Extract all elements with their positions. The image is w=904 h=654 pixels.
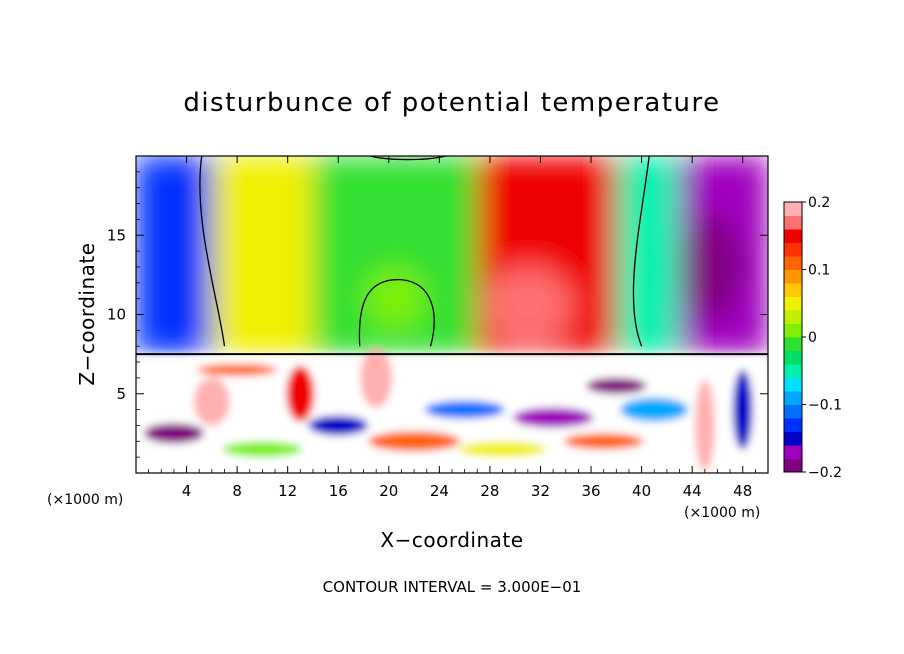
x-unit-right: (×1000 m) (684, 505, 760, 521)
plot-area (136, 156, 768, 473)
colorbar-swatch-3 (784, 418, 802, 432)
x-tick-label-10: 44 (683, 482, 702, 500)
field-band-4 (616, 156, 680, 355)
colorbar-swatch-19 (784, 202, 802, 216)
lower-streak-12 (694, 379, 715, 472)
lower-streak-13 (732, 369, 753, 450)
colorbar-swatch-16 (784, 242, 802, 257)
x-tick-label-8: 36 (581, 482, 600, 500)
lower-streak-11 (620, 397, 689, 422)
lower-streak-9 (513, 407, 594, 428)
colorbar-ticks: 0.2 0.1 0 −0.1 −0.2 (802, 195, 842, 481)
colorbar-swatch-6 (784, 377, 802, 392)
field-band-1 (211, 156, 313, 355)
contour-lines (136, 156, 768, 356)
colorbar-swatch-0 (784, 458, 802, 473)
colorbar-swatch-2 (784, 431, 802, 446)
colorbar-tick-label-2: 0 (808, 330, 817, 346)
colorbar-swatch-4 (784, 404, 802, 419)
lower-streak-8 (458, 441, 547, 458)
field-upper-region (136, 156, 768, 355)
field-band-0 (136, 156, 212, 355)
colorbar-swatch-8 (784, 350, 802, 365)
colorbar-tick-label-3: −0.1 (808, 398, 842, 414)
y-axis-label: Z−coordinate (75, 242, 99, 385)
chart-title: disturbunce of potential temperature (183, 88, 720, 118)
x-unit-left: (×1000 m) (47, 492, 123, 508)
lower-streak-0 (143, 423, 204, 444)
contour-central (358, 278, 435, 347)
colorbar (783, 201, 803, 473)
lower-streak-2 (222, 441, 303, 458)
contour-right (632, 156, 650, 347)
x-axis-ticks: 4 8 12 16 20 24 28 32 36 40 44 48 (148, 156, 756, 500)
colorbar-tick-label-1: 0.1 (808, 263, 830, 279)
x-tick-label-6: 28 (480, 482, 499, 500)
lower-streak-3 (286, 365, 315, 422)
colorbar-swatch-14 (784, 269, 802, 284)
lower-streak-5 (360, 347, 393, 408)
colorbar-swatch-13 (784, 283, 802, 297)
x-tick-label-4: 20 (379, 482, 398, 500)
lower-streak-10 (563, 433, 644, 450)
colorbar-swatch-18 (784, 215, 802, 230)
colorbar-tick-label-0: 0.2 (808, 195, 830, 211)
contour-top (369, 156, 446, 161)
colorbar-swatch-7 (784, 364, 802, 378)
x-tick-label-0: 4 (182, 482, 192, 500)
colorbar-swatch-12 (784, 296, 802, 311)
x-tick-label-3: 16 (329, 482, 348, 500)
contour-interval-note: CONTOUR INTERVAL = 3.000E−01 (323, 578, 582, 596)
lower-streak-1 (193, 377, 230, 426)
colorbar-tick-label-4: −0.2 (808, 465, 842, 481)
colorbar-swatch-10 (784, 323, 802, 338)
lower-streak-4 (308, 415, 369, 436)
lower-streak-7 (424, 400, 505, 419)
lower-streak-14 (197, 363, 278, 376)
central-cell (365, 268, 426, 329)
field-lower-region (136, 347, 768, 473)
contour-left (199, 156, 226, 347)
x-tick-label-11: 48 (733, 482, 752, 500)
x-tick-label-7: 32 (531, 482, 550, 500)
lower-streak-6 (368, 431, 461, 452)
cold-core (681, 211, 742, 322)
colorbar-swatch-15 (784, 256, 802, 270)
colorbar-swatch-1 (784, 445, 802, 459)
y-tick-label-0: 5 (116, 385, 126, 403)
x-tick-label-1: 8 (232, 482, 242, 500)
colorbar-swatch-17 (784, 229, 802, 243)
colorbar-swatch-5 (784, 391, 802, 405)
y-axis-ticks: 5 10 15 (107, 171, 768, 458)
y-tick-label-1: 10 (107, 306, 126, 324)
colorbar-swatch-9 (784, 337, 802, 351)
x-tick-label-9: 40 (632, 482, 651, 500)
colorbar-swatch-11 (784, 310, 802, 324)
y-tick-label-2: 15 (107, 226, 126, 244)
x-axis-label: X−coordinate (380, 528, 523, 552)
lower-streak-15 (586, 377, 647, 394)
x-tick-label-5: 24 (430, 482, 449, 500)
warm-core (482, 266, 573, 347)
x-tick-label-2: 12 (278, 482, 297, 500)
